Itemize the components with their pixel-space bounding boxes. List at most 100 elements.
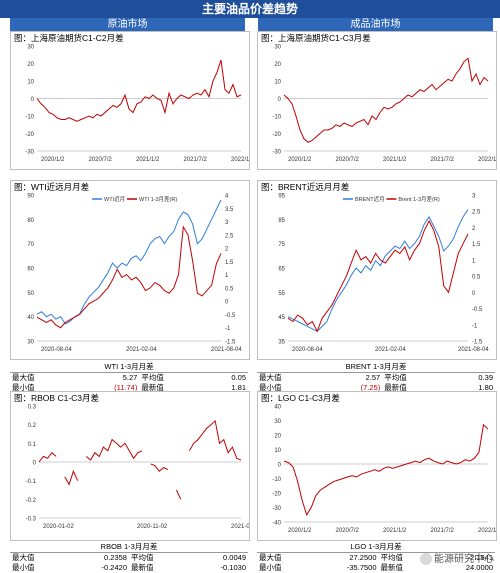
y-tick-label: -20 <box>25 132 34 138</box>
stat-label: 平均值 <box>130 553 154 562</box>
x-tick-label: 2020/1/2 <box>288 528 312 534</box>
y-tick-label: 90 <box>27 194 34 200</box>
x-tick-label: 2021-02-04 <box>375 347 406 353</box>
rbob-chart: 0.3 0.2 0.1 0 -0.1 -0.2 -0.3 2020-01-02 2020-11-… <box>26 405 249 531</box>
stat-label: 最新值 <box>141 383 164 392</box>
x-tick-label: 2021/1/2 <box>383 528 407 534</box>
brent-avg: 0.39 <box>478 373 493 382</box>
stat-label: 最新值 <box>384 383 407 392</box>
y2-tick-label: 1.5 <box>472 242 481 248</box>
x-tick-label: 2020/1/2 <box>288 157 312 163</box>
wti-min: (11.74) <box>114 383 138 392</box>
lgo-stats: LGO 1-3月月差 最大值 27.2500 平均值 -2.1941 最小值 -35.… <box>257 541 495 573</box>
stat-label: 最大值 <box>12 553 35 562</box>
rbob-last: -0.1030 <box>220 563 246 572</box>
y-tick-label: 55 <box>278 291 285 297</box>
y-tick-label: -10 <box>272 115 281 121</box>
legend-label: WTI近月 <box>104 195 125 203</box>
lgo-stats-caption: LGO 1-3月月差 <box>257 541 495 553</box>
y2-tick-label: -1.5 <box>472 340 483 346</box>
wti-chart: 90 80 70 60 50 40 30 4 3.5 3 2.5 2 1.5 1 0.5 0 -0.5 -1 -1.… <box>27 194 242 354</box>
legend-item: BRENT近月 <box>343 195 385 203</box>
series-line <box>36 59 242 122</box>
x-tick-label: 2021-08-04 <box>211 347 242 353</box>
brent-spread-panel: 图：BRENT近远月月差 95 85 75 65 55 45 35 3 2.5 2 1.5 1 0.5 0… <box>257 180 497 360</box>
y2-tick-label: 2 <box>225 247 229 253</box>
y2-tick-label: 0 <box>472 291 476 297</box>
rbob-stats: RBOB 1-3月月差 最大值 0.2358 平均值 0.0049 最小值 -0.24… <box>10 541 248 573</box>
legend-item: Brent 1-3月差(R) <box>386 195 440 203</box>
wti-spread-panel: 图：WTI近远月月差 90 80 70 60 50 40 30 4 3.5 3 2.5 2 1.5 1 0.… <box>10 180 250 360</box>
stat-label: 最小值 <box>12 383 35 392</box>
y-tick-label: 30 <box>274 419 281 425</box>
y-tick-label: 75 <box>278 242 285 248</box>
lgo-avg: -2.1941 <box>467 553 493 562</box>
rbob-max: 0.2358 <box>104 553 127 562</box>
stat-label: 最小值 <box>259 563 282 572</box>
x-tick-label: 2021/7/2 <box>184 157 208 163</box>
y2-tick-label: 3.5 <box>225 207 234 213</box>
y2-tick-label: -0.5 <box>472 307 483 313</box>
x-tick-label: 2021/7/2 <box>431 157 455 163</box>
y-tick-label: 0.2 <box>28 423 37 429</box>
y2-tick-label: 4 <box>225 194 229 200</box>
stat-label: 平均值 <box>141 373 164 382</box>
y-tick-label: 20 <box>274 434 281 440</box>
fu-spread-panel: 图：上海原油期货C1-C3月差 30 20 10 0 -10 -20 -30 2020/1/2… <box>257 31 497 170</box>
y2-tick-label: 0 <box>225 300 229 306</box>
x-tick-label: 2021-02-04 <box>126 347 157 353</box>
page-title: 主要油品价差趋势 <box>0 0 500 18</box>
lgo-last: 24.0000 <box>465 563 493 572</box>
y-tick-label: 45 <box>278 315 285 321</box>
stat-label: 平均值 <box>380 553 404 562</box>
y2-tick-label: 2 <box>472 226 476 232</box>
y2-tick-label: 2.5 <box>472 210 481 216</box>
product-section-header: 成品油市场 <box>258 18 493 31</box>
fu-chart-title: 图：上海原油期货C1-C3月差 <box>261 33 371 43</box>
sc-chart-title: 图：上海原油期货C1-C2月差 <box>14 33 124 43</box>
y-tick-label: -0.1 <box>26 479 37 485</box>
lgo-max: 27.2500 <box>349 553 377 562</box>
wti-stats: WTI 1-3月月差 最大值 5.27 平均值 0.05 最小值 (11.74) 最新… <box>10 361 248 393</box>
brent-chart-title: 图：BRENT近远月月差 <box>261 182 350 192</box>
x-tick-label: 2020/7/2 <box>336 528 360 534</box>
y-tick-label: 10 <box>27 80 34 86</box>
y2-tick-label: 0.5 <box>472 275 481 281</box>
y-tick-label: 0 <box>33 461 37 467</box>
y2-tick-label: 3 <box>472 194 476 200</box>
y-tick-label: 30 <box>27 340 34 346</box>
fu-chart: 30 20 10 0 -10 -20 -30 2020/1/2 2020/7/2 2021/1/2… <box>272 45 496 164</box>
y2-tick-label: 1.5 <box>225 260 234 266</box>
stat-label: 最小值 <box>259 383 282 392</box>
y-tick-label: 0.3 <box>28 405 37 411</box>
y-tick-label: -30 <box>272 150 281 156</box>
y2-tick-label: 1 <box>225 273 229 279</box>
stat-label: 最大值 <box>12 373 35 382</box>
y2-tick-label: -0.5 <box>225 313 236 319</box>
y-tick-label: 10 <box>274 80 281 86</box>
brent-max: 2.57 <box>365 373 381 382</box>
stat-label: 最新值 <box>130 563 154 572</box>
wti-last: 1.81 <box>231 383 246 392</box>
rbob-min: -0.2420 <box>101 563 127 572</box>
brent-chart: 9585756555453532.521.510.50-0.5-1-1.5202… <box>278 194 489 354</box>
y-tick-label: -10 <box>272 477 281 483</box>
x-tick-label: 2021-08-04 <box>458 347 489 353</box>
x-tick-label: 2021-09-02 <box>231 524 249 530</box>
rbob-stats-caption: RBOB 1-3月月差 <box>10 541 248 553</box>
y-tick-label: 65 <box>278 267 285 273</box>
legend-label: WTI 1-3月差(R) <box>139 195 177 203</box>
brent-stats: BRENT 1-3月月差 最大值 2.57 平均值 0.39 最小值 (7.25) 最… <box>257 361 495 393</box>
x-tick-label: 2020-08-04 <box>41 347 72 353</box>
y-tick-label: -20 <box>272 132 281 138</box>
y-tick-label: 10 <box>274 448 281 454</box>
lgo-spread-panel: 图：LGO C1-C3月差 40 30 20 10 0 -10 -20 -30 -40 2020/… <box>257 391 497 541</box>
x-tick-label: 2022/1/2 <box>478 157 496 163</box>
x-tick-label: 2020/7/2 <box>336 157 360 163</box>
sc-chart: 30 20 10 0 -10 -20 -30 2020/1/2 2020/7/2 2021/1/2… <box>25 45 249 164</box>
series-line <box>36 225 222 329</box>
series-line <box>36 199 222 325</box>
y2-tick-label: -1.5 <box>225 340 236 346</box>
series-line <box>287 209 469 332</box>
y2-tick-label: 1 <box>472 258 476 264</box>
